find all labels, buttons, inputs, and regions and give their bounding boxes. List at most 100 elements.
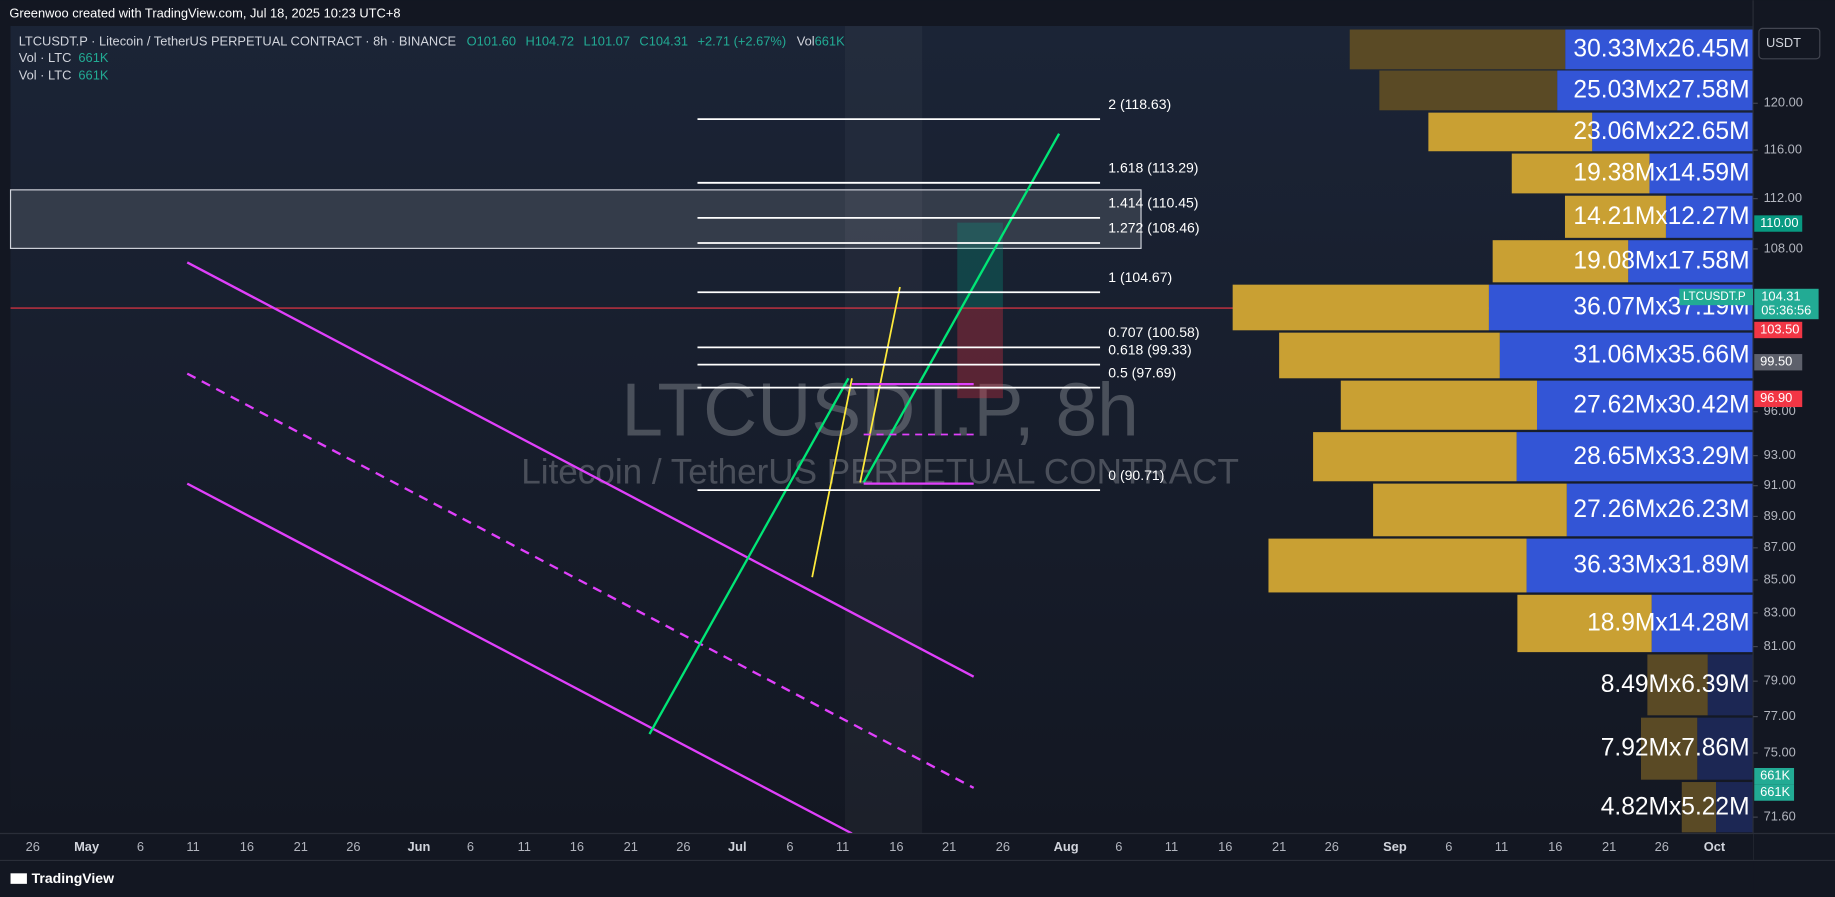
time-tick-label: 16 [1218,839,1232,854]
time-tick-label: 11 [186,839,199,854]
time-tick-label: Jul [728,839,747,854]
price-tag-label: 104.31 [1761,288,1800,303]
time-tick-label: 16 [570,839,584,854]
time-tick-label: 11 [1165,839,1178,854]
currency[interactable]: USDT [1766,35,1801,50]
trend-green [648,377,850,735]
currency-button[interactable] [1758,27,1821,60]
indicator: Vol · LTC 661K [19,50,109,65]
fib-label: 2 (118.63) [1108,96,1171,112]
price-tick-label: 112.00 [1764,190,1802,205]
ohlc: O101.60 [467,34,516,49]
profile-label: 19.08Mx17.58M [1573,247,1749,274]
price-tick-label: 83.00 [1764,604,1796,619]
fib-label: 0.618 (99.33) [1108,341,1191,357]
profile-label: 19.38Mx14.59M [1573,160,1749,187]
profile-label: 27.62Mx30.42M [1573,391,1749,418]
profile-buy [1349,29,1566,70]
watermark-title: LTCUSDT.P, 8h [621,368,1138,452]
price-tick-label: 87.00 [1764,539,1796,554]
time-tick-label: 26 [1325,839,1339,854]
time-tick-label: 26 [996,839,1010,854]
profile-label: 4.82Mx5.22M [1601,793,1750,820]
fib-label: 0.707 (100.58) [1108,324,1199,340]
price-tick-label: 79.00 [1764,673,1796,688]
profile-label: 31.06Mx35.66M [1573,342,1749,369]
time-tick-label: 21 [942,839,956,854]
profile-buy [1379,70,1558,111]
time-tick-label: Sep [1383,839,1407,854]
drawings [9,133,1754,835]
indicator-name: Vol · LTC [19,50,72,65]
channel-mid [186,372,975,789]
price-tag-box [1754,321,1803,339]
profile-buy [1232,284,1489,331]
fib-label: 1.272 (108.46) [1108,220,1199,236]
profile-sell [1536,380,1754,430]
profile-buy [1373,483,1567,537]
profile-buy [1492,240,1629,283]
indicator-value: 661K [78,50,108,65]
price-tag-label: 103.50 [1760,321,1799,336]
logo [10,873,27,884]
vol-label: Vol [797,34,815,49]
time-tick-label: 21 [1602,839,1616,854]
profile-sell [1707,654,1754,716]
profile-label: 30.33Mx26.45M [1573,36,1749,63]
price-tag-box [1679,288,1754,306]
volume-tag-box [1754,767,1795,785]
brand: TradingView [32,870,114,886]
profile-sell [1665,195,1754,238]
time-tick-label: 21 [294,839,308,854]
profile-sell [1697,717,1754,780]
price-tick-label: 71.60 [1764,809,1796,824]
profile-buy [1647,654,1708,716]
profile-sell [1649,153,1754,194]
time-tick-label: Aug [1054,839,1079,854]
symbol: LTCUSDT.P · Litecoin / TetherUS PERPETUA… [19,34,457,49]
profile-label: 28.65Mx33.29M [1573,443,1749,470]
price-axis [1753,0,1835,897]
time-tick-label: 11 [518,839,531,854]
price-tick-label: 93.00 [1764,447,1796,462]
profile-sell [1715,782,1754,833]
time-tick-label: 26 [346,839,360,854]
axes: 120.00116.00112.00108.0096.0093.0091.008… [26,95,1819,854]
price-tick-label: 91.00 [1764,477,1796,492]
fib-label: 1 (104.67) [1108,269,1172,285]
profile-sell [1526,538,1754,593]
price-tick-label: 77.00 [1764,708,1796,723]
time-tick-label: 6 [467,839,474,854]
time-tick-label: 16 [889,839,903,854]
price-tag-box [1754,215,1803,232]
profile-sell [1628,240,1754,283]
highlight-range [844,26,923,834]
time-tick-label: 26 [676,839,690,854]
time-tick-label: 16 [240,839,254,854]
trend-yellow [811,378,853,578]
ohlc: H104.72 [525,34,574,49]
price-tick-label: 85.00 [1764,571,1796,586]
profile-buy [1268,538,1527,593]
profile-buy [1428,112,1593,152]
profile-buy [1681,782,1716,833]
profile-buy [1340,380,1537,430]
fib-label: 0.5 (97.69) [1108,364,1176,380]
time-tick-label: Oct [1704,839,1726,854]
zone-box [9,189,1142,249]
profile-sell [1566,483,1754,537]
time-tick-label: 6 [137,839,144,854]
trend-green [862,133,1061,484]
profile-buy [1313,432,1517,482]
price-tick-label: 120.00 [1764,95,1803,110]
price-tick-label: 89.00 [1764,508,1796,523]
long-profit [957,222,1003,309]
time-tick-label: 26 [1655,839,1669,854]
price-tag-name: LTCUSDT.P [1683,290,1746,303]
profile-sell [1557,70,1754,111]
time-axis [0,833,1754,861]
profile-label: 7.92Mx7.86M [1601,735,1750,762]
change: +2.71 (+2.67%) [697,34,786,49]
time-tick-label: 6 [786,839,793,854]
